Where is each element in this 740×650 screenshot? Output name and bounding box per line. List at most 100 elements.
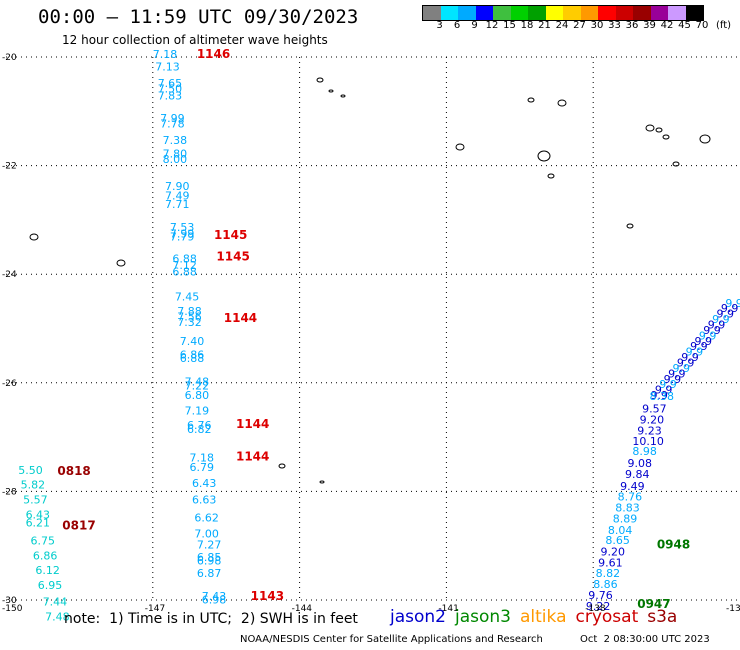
wave-height-value: 8.65	[605, 534, 630, 547]
wave-height-value: 7.50	[158, 82, 183, 95]
wave-height-value: 6.21	[26, 517, 51, 530]
lon-axis-label: -147	[145, 604, 165, 614]
island-icon	[527, 97, 535, 103]
island-icon	[278, 463, 286, 469]
island-icon	[662, 134, 670, 140]
wave-height-value: 8.76	[618, 491, 643, 504]
wave-height-value: 7.99	[160, 112, 185, 125]
wave-height-value: 7.90	[165, 180, 190, 193]
generated-timestamp: Oct 2 08:30:00 UTC 2023	[580, 634, 710, 645]
wave-height-value: 7.44	[43, 595, 67, 608]
legend-tick-label: 3	[436, 20, 443, 31]
legend-tick-label: 39	[643, 20, 656, 31]
legend-swatch	[510, 6, 528, 20]
legend-swatch	[633, 6, 651, 20]
pass-time-label: 1144	[236, 449, 269, 463]
wave-height-value: 6.85	[197, 551, 222, 564]
color-scale-labels: 3 6 9 12 15 18 21 24 27 30 33 36 39 42 45 70 (ft)	[422, 20, 740, 34]
overplotted-observation: 9.9	[721, 302, 739, 315]
lat-axis-label: -26	[2, 379, 17, 389]
overplotted-observation: 9.9	[725, 297, 740, 310]
overplotted-observation: 9.9	[690, 340, 708, 353]
wave-height-value: 5.82	[21, 479, 46, 492]
overplotted-observation: 9.9	[672, 362, 690, 375]
overplotted-observation: 9.9	[650, 389, 668, 402]
wave-height-value: 7.32	[177, 316, 202, 329]
lon-axis-label: -150	[2, 604, 23, 614]
wave-height-value: 6.88	[172, 265, 197, 278]
wave-height-value: 7.88	[177, 305, 202, 318]
wave-height-observations: 7.187.137.657.507.837.997.787.387.808.00…	[18, 48, 674, 624]
wave-height-value: 6.86	[180, 348, 205, 361]
wave-height-value: 9.20	[640, 414, 665, 427]
footer-note: note: 1) Time is in UTC; 2) SWH is in fe…	[64, 611, 358, 627]
wave-height-value: 6.43	[192, 477, 217, 490]
wave-height-value: 9.23	[637, 424, 662, 437]
legend-tick-label: 36	[625, 20, 639, 31]
legend-swatch	[615, 6, 633, 20]
legend-swatch	[475, 6, 493, 20]
satellite-name: jason3	[455, 607, 511, 627]
overplotted-observation: 9.9	[686, 346, 704, 359]
overplotted-observation: 9.9	[659, 378, 677, 391]
legend-tick-label: 30	[590, 20, 604, 31]
wave-height-value: 9.20	[601, 545, 626, 558]
overplotted-observation: 9.9	[664, 373, 682, 386]
pass-time-label: 0818	[57, 464, 90, 478]
legend-tick-label: 24	[555, 20, 569, 31]
wave-height-value: 7.80	[163, 147, 188, 160]
wave-height-value: 6.82	[187, 423, 212, 436]
lon-axis-label: -13	[726, 604, 740, 614]
wave-height-value: 7.19	[185, 404, 210, 417]
wave-height-value: 6.12	[35, 564, 60, 577]
overplotted-observation: 9.9	[708, 319, 726, 332]
wave-height-value: 9.84	[625, 468, 650, 481]
pass-time-label: 1145	[214, 228, 247, 242]
legend-swatch	[580, 6, 598, 20]
wave-height-value: 7.12	[172, 259, 197, 272]
legend-swatch	[440, 6, 458, 20]
wave-height-value: 6.87	[197, 567, 222, 580]
wave-height-value: 6.98	[197, 555, 222, 568]
wave-height-value: 9.49	[620, 480, 645, 493]
overplotted-observation: 9.9	[681, 351, 699, 364]
wave-height-value: 7.00	[194, 528, 219, 541]
legend-tick-label: 6	[453, 20, 461, 31]
wave-height-value: 7.43	[202, 590, 227, 603]
wave-height-value: 7.99	[170, 227, 195, 240]
pass-time-label: 1144	[224, 311, 257, 325]
island-icon	[655, 127, 663, 133]
island-icon	[316, 77, 324, 83]
lat-axis-label: -20	[2, 53, 17, 63]
legend-tick-label: 45	[678, 20, 691, 31]
wave-height-value: 6.62	[194, 511, 219, 524]
lon-axis-label: -141	[438, 604, 458, 614]
wave-height-value: 8.83	[615, 501, 640, 514]
wave-height-value: 5.50	[18, 464, 43, 477]
legend-swatch	[545, 6, 563, 20]
legend-swatch	[598, 6, 616, 20]
wave-height-value: 7.49	[165, 189, 190, 202]
legend-tick-label: 27	[573, 20, 586, 31]
wave-height-value: 7.79	[170, 231, 195, 244]
lat-axis-label: -24	[2, 270, 17, 280]
lat-axis-label: -30	[2, 596, 17, 606]
legend-tick-label: 21	[538, 20, 551, 31]
wave-height-value: 7.27	[197, 538, 222, 551]
legend-tick-label: 15	[503, 20, 516, 31]
overplotted-observation: 9.9	[668, 367, 686, 380]
island-icon	[537, 150, 551, 162]
island-icon	[328, 89, 334, 93]
wave-height-value: 7.71	[165, 198, 190, 211]
island-icon	[672, 161, 680, 167]
pass-time-label: 1144	[236, 417, 269, 431]
lat-axis-label: -22	[2, 162, 17, 172]
wave-height-value: 6.79	[190, 461, 215, 474]
wave-height-value: 8.38	[649, 390, 674, 403]
pass-time-label: 1145	[216, 250, 249, 264]
wave-height-value: 9.61	[598, 556, 623, 569]
island-icon	[116, 259, 126, 267]
color-scale-legend	[422, 5, 704, 21]
altimeter-track-dense: 9.99.99.99.99.99.99.99.99.99.99.99.99.99…	[650, 297, 740, 402]
